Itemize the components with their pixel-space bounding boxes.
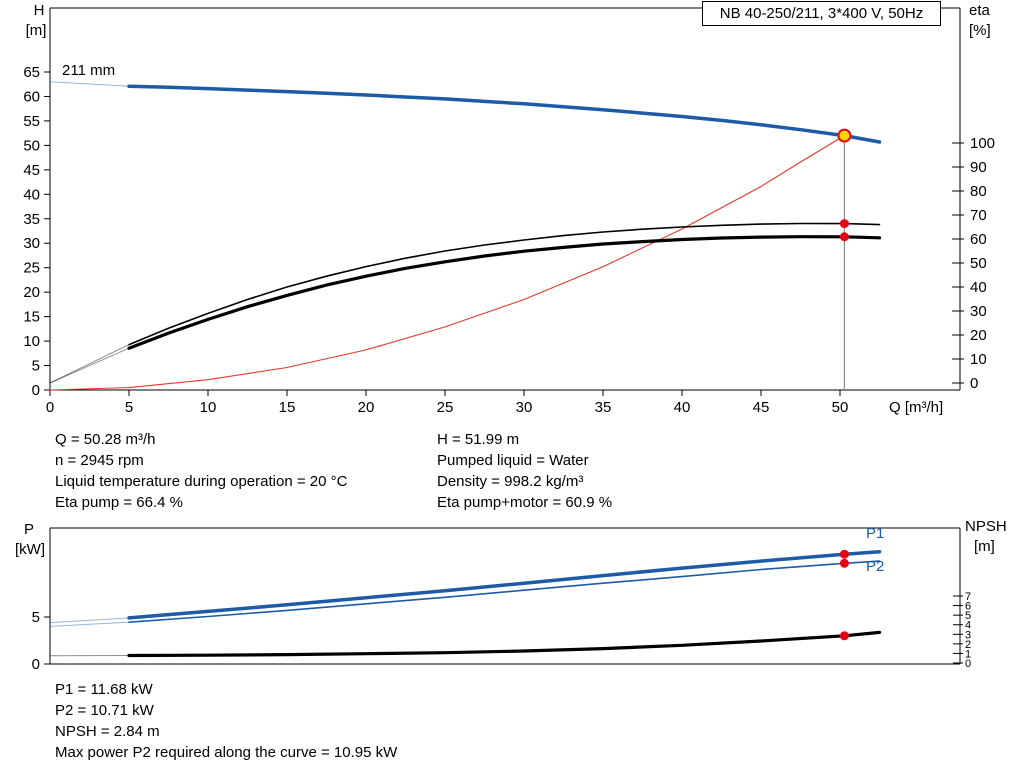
head-axis-title: H [33,2,45,19]
footer-max-power: Max power P2 required along the curve = … [55,744,398,761]
head-axis-unit: [m] [25,22,47,39]
duty-point-marker [837,128,852,143]
left-axis-tick-label: 25 [23,260,40,277]
x-axis-tick-label: 35 [595,399,612,416]
detail-pumped-liquid: Pumped liquid = Water [437,452,589,469]
p1-curve-label: P1 [866,525,885,542]
power-details-block: P1 = 11.68 kW P2 = 10.71 kW NPSH = 2.84 … [55,679,397,763]
right-axis-tick-label: 0 [965,658,971,670]
left-axis-tick-label: 35 [23,211,40,228]
right-axis-tick-label: 7 [965,591,971,603]
left-axis-tick-label: 20 [23,284,40,301]
right-axis-tick-label: 80 [970,183,987,200]
curve-lead-eta-pump-motor [49,347,130,384]
eta-axis-unit: [%] [969,22,991,39]
curve-eta-pump-motor [127,235,882,350]
x-axis-tick-label: 5 [125,399,133,416]
curve-lead-p1 [49,617,130,624]
right-axis-tick-label: 60 [970,231,987,248]
power-axis-unit: [kW] [15,541,45,558]
x-axis-tick-label: 10 [200,399,217,416]
right-axis-tick-label: 6 [965,601,971,613]
right-axis-tick-label: 0 [970,375,978,392]
x-axis-tick-label: 0 [46,399,54,416]
x-axis-tick-label: 45 [753,399,770,416]
right-axis-tick-label: 30 [970,303,987,320]
footer-npsh: NPSH = 2.84 m [55,723,160,740]
power-axis-title: P [24,521,35,538]
detail-speed: n = 2945 rpm [55,452,144,469]
duty-dot-p2 [839,558,849,568]
x-axis-tick-label: 30 [516,399,533,416]
impeller-diameter-label: 211 mm [62,62,116,79]
right-axis-tick-label: 50 [970,255,987,272]
x-axis-tick-label: 50 [832,399,849,416]
duty-dot-eta-pump [839,219,849,229]
left-axis-tick-label: 30 [23,235,40,252]
x-axis-tick-label: 15 [279,399,296,416]
curve-lead-eta-pump [49,344,130,384]
detail-eta-pump: Eta pump = 66.4 % [55,494,183,511]
detail-flow: Q = 50.28 m³/h [55,431,156,448]
right-axis-tick-label: 20 [970,327,987,344]
right-axis-tick-label: 2 [965,639,971,651]
pump-title-box: NB 40-250/211, 3*400 V, 50Hz [702,1,941,26]
detail-liquid-temperature: Liquid temperature during operation = 20… [55,473,348,490]
left-axis-tick-label: 55 [23,113,40,130]
curve-lead-p2 [49,621,130,627]
right-axis-tick-label: 70 [970,207,987,224]
right-axis-tick-label: 5 [965,610,971,622]
left-axis-tick-label: 65 [23,64,40,81]
curve-lead-head-211mm [49,81,130,87]
flow-axis-title: Q [m³/h] [889,399,944,416]
footer-p2: P2 = 10.71 kW [55,702,154,719]
curve-system-curve [49,135,845,391]
right-axis-tick-label: 3 [965,629,971,641]
detail-head: H = 51.99 m [437,431,520,448]
x-axis-tick-label: 25 [437,399,454,416]
curve-p2 [128,560,881,624]
right-axis-tick-label: 1 [965,648,971,660]
duty-details-right-column: H = 51.99 m Pumped liquid = Water Densit… [437,429,612,513]
x-axis-tick-label: 20 [358,399,375,416]
duty-dot-p1 [839,549,849,559]
curve-eta-pump [128,222,881,346]
left-axis-tick-label: 5 [32,358,40,375]
npsh-axis-title: NPSH [965,518,1007,535]
left-axis-tick-label: 0 [32,656,40,673]
right-axis-tick-label: 10 [970,351,987,368]
footer-p1: P1 = 11.68 kW [55,681,153,698]
curve-p1 [127,549,882,620]
detail-eta-pump-motor: Eta pump+motor = 60.9 % [437,494,613,511]
left-axis-tick-label: 60 [23,88,40,105]
duty-dot-npsh [839,631,849,641]
left-axis-tick-label: 5 [32,609,40,626]
left-axis-tick-label: 50 [23,137,40,154]
curve-npsh [127,630,882,658]
left-axis-tick-label: 45 [23,162,40,179]
right-axis-tick-label: 90 [970,159,987,176]
right-axis-tick-label: 40 [970,279,987,296]
right-axis-tick-label: 4 [965,620,971,632]
curve-head-211mm [127,84,882,144]
left-axis-tick-label: 10 [23,333,40,350]
p2-curve-label: P2 [866,558,885,575]
detail-density: Density = 998.2 kg/m³ [437,473,584,490]
x-axis-tick-label: 40 [674,399,691,416]
npsh-axis-unit: [m] [974,538,995,555]
left-axis-tick-label: 15 [23,309,40,326]
duty-dot-eta-pump-motor [839,232,849,242]
left-axis-tick-label: 0 [32,382,40,399]
duty-details-left-column: Q = 50.28 m³/h n = 2945 rpm Liquid tempe… [55,429,347,513]
eta-axis-title: eta [969,2,990,19]
right-axis-tick-label: 100 [970,135,995,152]
left-axis-tick-label: 40 [23,186,40,203]
